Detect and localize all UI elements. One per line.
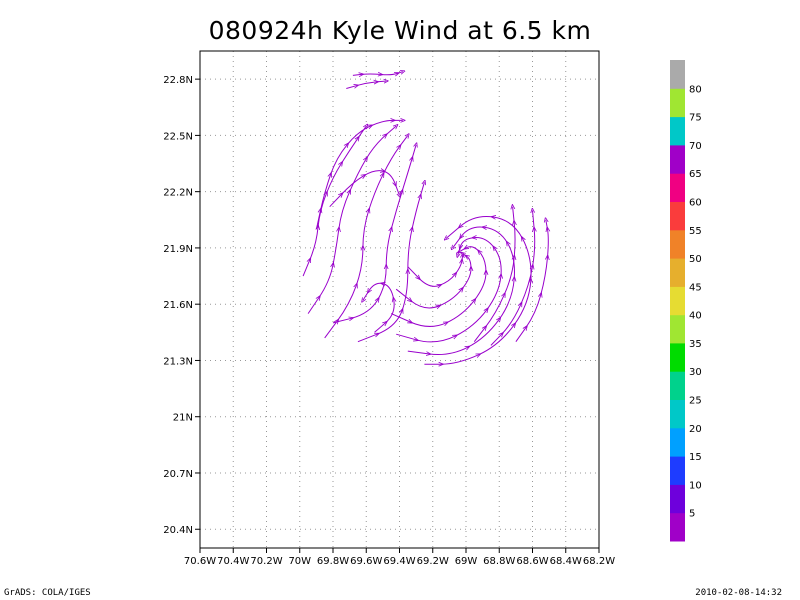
colorbar-segment <box>670 484 685 514</box>
streamline <box>363 283 394 333</box>
colorbar-segment <box>670 144 685 174</box>
streamline <box>407 255 463 286</box>
colorbar-segment <box>670 456 685 485</box>
x-tick-label: 70.4W <box>217 556 249 567</box>
colorbar-label: 55 <box>689 226 702 237</box>
colorbar-segment <box>670 60 685 89</box>
colorbar-label: 10 <box>689 480 702 491</box>
y-tick-label: 21.3N <box>163 356 193 367</box>
axis-ticks: 70.6W 70.4W 70.2W 70W 69.8W 69.6W 69.4W 69.2W 69… <box>163 75 615 567</box>
colorbar-segment <box>670 342 685 372</box>
x-tick-label: 70W <box>288 556 311 567</box>
colorbar-segment <box>670 116 685 146</box>
colorbar-label: 25 <box>689 396 702 407</box>
colorbar-label: 20 <box>689 424 702 435</box>
colorbar-segment <box>670 427 685 457</box>
colorbar-label: 50 <box>689 254 702 265</box>
y-tick-label: 21.9N <box>163 244 193 255</box>
x-tick-label: 68.4W <box>550 556 582 567</box>
y-tick-label: 20.7N <box>163 469 193 480</box>
colorbar-label: 30 <box>689 367 702 378</box>
colorbar-label: 65 <box>689 169 702 180</box>
x-tick-label: 68.8W <box>483 556 515 567</box>
x-tick-label: 69.4W <box>383 556 415 567</box>
colorbar-label: 60 <box>689 198 702 209</box>
streamline <box>515 220 548 342</box>
streamline <box>357 182 425 343</box>
colorbar-segment <box>670 173 685 202</box>
x-tick-label: 70.6W <box>184 556 216 567</box>
x-tick-label: 68.6W <box>516 556 548 567</box>
colorbar-segment <box>670 512 685 542</box>
streamline <box>396 238 501 343</box>
colorbar-segment <box>670 201 685 231</box>
x-tick-label: 69W <box>455 556 478 567</box>
streamline <box>315 120 402 230</box>
colorbar-segment <box>670 371 685 400</box>
x-tick-label: 69.2W <box>417 556 449 567</box>
colorbar-label: 70 <box>689 141 702 152</box>
streamline <box>329 171 400 208</box>
colorbar-label: 75 <box>689 113 702 124</box>
colorbar-label: 15 <box>689 452 702 463</box>
colorbar-segment <box>670 229 685 259</box>
y-tick-label: 21N <box>173 413 193 424</box>
colorbar-segment <box>670 88 685 118</box>
streamline <box>352 72 403 76</box>
colorbar-label: 40 <box>689 311 702 322</box>
colorbar-segment <box>670 399 685 429</box>
y-tick-label: 22.2N <box>163 188 193 199</box>
colorbar-label: 35 <box>689 339 702 350</box>
y-tick-label: 22.5N <box>163 131 193 142</box>
colorbar: 5 10 15 20 25 30 35 40 45 50 55 60 65 70 75 80 <box>670 60 702 542</box>
colorbar-segment <box>670 258 685 287</box>
streamlines <box>302 72 548 365</box>
footer-timestamp: 2010-02-08-14:32 <box>695 588 782 598</box>
colorbar-segment <box>670 286 685 316</box>
x-tick-label: 70.2W <box>250 556 282 567</box>
streamline <box>473 207 515 343</box>
x-tick-label: 68.2W <box>583 556 615 567</box>
streamline <box>390 247 486 327</box>
x-tick-label: 69.8W <box>317 556 349 567</box>
colorbar-label: 45 <box>689 282 702 293</box>
y-tick-label: 21.6N <box>163 300 193 311</box>
colorbar-label: 80 <box>689 84 702 95</box>
y-tick-label: 22.8N <box>163 75 193 86</box>
x-tick-label: 69.6W <box>350 556 382 567</box>
y-tick-label: 20.4N <box>163 525 193 536</box>
chart-title: 080924h Kyle Wind at 6.5 km <box>208 16 592 45</box>
streamline <box>407 227 515 355</box>
colorbar-label: 5 <box>689 509 695 520</box>
footer-credit: GrADS: COLA/IGES <box>4 588 91 598</box>
streamline <box>307 126 396 314</box>
colorbar-segment <box>670 314 685 344</box>
streamline <box>346 81 386 89</box>
